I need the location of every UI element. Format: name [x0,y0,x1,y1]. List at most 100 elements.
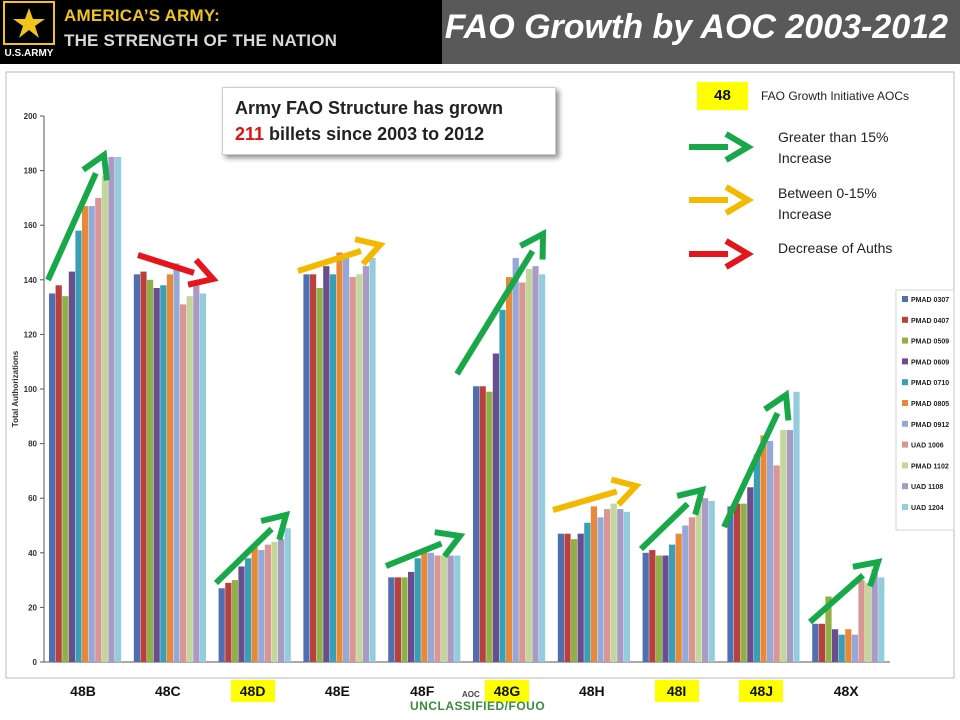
arrow-head [676,485,707,516]
bar-48H-pmad-0912 [597,517,604,662]
bar-48E-pmad-0307 [303,274,310,662]
legend-swatch [902,358,908,365]
key-aoc-badge: 48 [697,82,748,110]
legend-swatch [902,400,908,406]
bar-48I-pmad-0307 [642,552,649,662]
y-tick-label: 100 [24,385,38,394]
arrow-shaft [213,526,274,586]
bar-48C-pmad-0609 [153,287,160,662]
arrow-head [610,476,642,507]
bar-48H-pmad-0609 [577,533,584,662]
bar-48G-pmad-0710 [499,309,506,662]
bar-48X-pmad-0307 [812,623,819,662]
legend-swatch [902,296,908,302]
category-label-48e: 48E [324,683,350,699]
bar-48E-pmad-0710 [329,274,336,662]
bar-48J-pmad-0805 [760,435,767,662]
bar-48B-pmad-0307 [49,293,56,662]
legend-entry: PMAD 0710 [911,380,949,387]
x-axis-title: AOC [462,690,480,699]
key-red-arrow-icon [689,238,754,270]
y-tick-label: 200 [24,112,38,121]
legend-entry: PMAD 0609 [911,359,949,366]
bar-48H-pmad-0407 [564,533,571,662]
bar-48H-pmad-0509 [571,539,578,662]
bar-48J-pmad-1102 [780,429,787,662]
logo-wordmark: U.S.ARMY [5,48,54,59]
arrow-head [724,131,754,163]
key-green-label: Greater than 15% Increase [778,127,889,169]
key-yellow-label: Between 0-15% Increase [778,183,877,225]
bar-48I-pmad-0509 [655,555,662,662]
category-label-48c: 48C [154,683,181,699]
bar-48J-uad-1204 [793,391,800,662]
bar-48G-uad-1204 [539,274,546,662]
bar-48B-uad-1108 [108,156,115,662]
legend-entry: UAD 1204 [911,505,944,512]
bar-48X-uad-1108 [871,569,878,662]
category-label-48j: 48J [739,680,784,702]
bar-48B-pmad-0912 [88,206,95,662]
legend-swatch [902,379,908,386]
bar-48X-uad-1006 [858,580,865,662]
bar-48B-uad-1006 [95,197,102,662]
bar-48I-uad-1006 [688,517,695,662]
arrow-head [852,558,883,588]
y-tick-label: 160 [24,221,38,230]
bar-48D-uad-1108 [278,539,285,662]
bar-48D-uad-1006 [264,544,271,662]
bar-48B-pmad-0407 [55,285,62,662]
legend-swatch [902,462,908,469]
bar-48I-pmad-1102 [695,503,702,662]
bar-48D-pmad-0509 [231,580,238,662]
bar-48G-pmad-0407 [479,386,486,662]
legend-entry: UAD 1006 [911,443,944,450]
bar-48X-pmad-0805 [845,629,852,662]
arrow-head [519,228,547,260]
y-tick-label: 60 [28,494,37,503]
key-green-line-1: Greater than 15% [778,129,889,145]
bar-48G-pmad-1102 [525,268,532,662]
arrow-shaft [297,248,362,274]
bar-48X-pmad-0912 [851,634,858,662]
bar-48C-pmad-0912 [173,263,180,662]
key-red-label: Decrease of Auths [778,240,893,256]
bar-48X-pmad-0407 [818,623,825,662]
bar-48H-uad-1204 [623,511,630,662]
bar-48F-pmad-1102 [441,555,448,662]
legend-entry: UAD 1108 [911,484,943,491]
bar-48C-pmad-1102 [186,296,193,662]
y-tick-label: 120 [24,330,38,339]
bar-48I-pmad-0710 [669,544,676,662]
bar-48G-uad-1108 [532,266,539,662]
bar-48H-pmad-0805 [590,506,597,662]
legend-swatch [902,316,908,323]
legend-entry: PMAD 0912 [911,422,949,429]
bar-48B-pmad-0509 [62,296,69,662]
bar-48J-uad-1006 [773,465,780,662]
bar-48H-pmad-0307 [557,533,564,662]
bar-48C-pmad-0805 [166,274,173,662]
bar-48E-pmad-0407 [310,274,317,662]
bar-48J-uad-1108 [786,429,793,662]
arrow-48H-yellow [552,476,642,513]
bar-48E-pmad-0509 [316,287,323,662]
bar-48D-uad-1204 [284,528,291,662]
arrow-head [434,529,466,559]
bar-48E-pmad-0805 [336,252,343,662]
bar-48C-uad-1006 [180,304,187,662]
category-label-48f: 48F [410,683,435,699]
bar-48E-pmad-1102 [356,274,363,662]
tagline-line-1: AMERICA’S ARMY: [64,6,220,25]
bar-48H-uad-1108 [617,509,624,662]
bar-48X-pmad-0710 [838,634,845,662]
key-green-arrow-icon [689,131,754,163]
bar-48I-uad-1204 [708,500,715,662]
arrow-48X-green [808,558,883,625]
bar-48G-pmad-0912 [512,257,519,662]
bar-48B-uad-1204 [115,156,122,662]
bar-48D-pmad-0307 [218,588,225,662]
arrow-48C-red [137,252,219,288]
bar-48G-pmad-0307 [473,386,480,662]
bar-48G-pmad-0509 [486,391,493,662]
